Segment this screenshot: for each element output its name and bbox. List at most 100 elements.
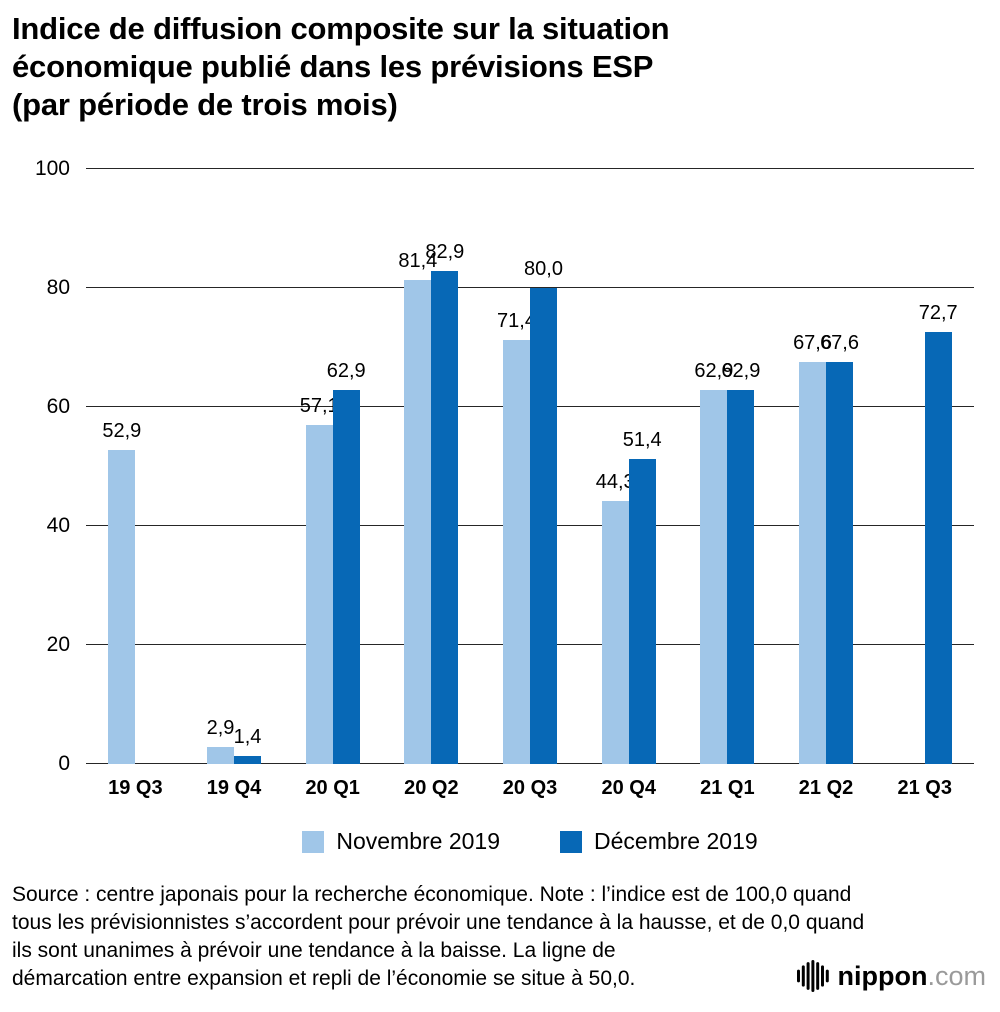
bar (530, 288, 558, 765)
bar-group: 71,4 80,0 (481, 169, 580, 765)
bar-value-label: 52,9 (102, 419, 142, 442)
x-axis-label: 19 Q3 (108, 777, 163, 800)
bar (108, 449, 136, 765)
bar (503, 339, 531, 765)
bar-slot: 2,9 (206, 169, 235, 765)
bar-slot: 71,4 (497, 169, 536, 765)
legend-swatch (302, 830, 325, 853)
bar (332, 390, 360, 765)
bar-group: 72,7 (875, 169, 974, 765)
bar-value-label: 82,9 (425, 241, 465, 264)
bar-value-label: 62,9 (694, 360, 734, 383)
x-axis-label: 21 Q1 (700, 777, 755, 800)
bar-group: 44,3 51,4 (579, 169, 678, 765)
x-axis-labels: 19 Q3 19 Q4 20 Q1 20 Q2 20 Q3 20 Q4 21 Q1 21 Q2… (86, 764, 974, 800)
bar-value-label: 44,3 (595, 470, 635, 493)
chart-title-line: Indice de diffusion composite sur la sit… (12, 11, 670, 46)
source-note-line: Source : centre japonais pour la recherc… (12, 883, 852, 907)
y-tick-label: 60 (46, 395, 70, 419)
y-tick-label: 40 (46, 514, 70, 538)
bar (404, 280, 432, 765)
bar-group: 2,9 1,4 (185, 169, 284, 765)
bar-value-label: 57,1 (299, 394, 339, 417)
bar-slot: 57,1 (300, 169, 339, 765)
x-axis-label: 20 Q3 (502, 777, 558, 800)
bar-group: 57,1 62,9 (283, 169, 382, 765)
y-tick-label: 20 (46, 633, 70, 657)
bar-slot: 52,9 (102, 169, 141, 765)
source-note-line: démarcation entre expansion et repli de … (12, 966, 636, 990)
bar-group: 52,9 (86, 169, 185, 765)
bar-value-label: 71,4 (497, 309, 536, 332)
bar-value-label: 67,6 (793, 332, 832, 355)
bar (700, 390, 728, 765)
gridline (86, 168, 974, 170)
chart-title-line: (par période de trois mois) (12, 86, 398, 122)
bars-row: 52,9 2,9 1,4 57,1 62,9 81,4 82,9 71,4 80,0 44,3 51… (86, 169, 974, 765)
bar-slot: 67,6 (820, 169, 859, 765)
nippon-logo-icon (796, 960, 829, 993)
legend-label: Décembre 2019 (594, 828, 758, 855)
bar-value-label: 2,9 (206, 717, 235, 740)
legend-swatch (560, 830, 582, 853)
source-note-line: tous les prévisionnistes s’accordent pou… (12, 911, 865, 935)
source-note-line: ils sont unanimes à prévoir une tendance… (12, 938, 616, 962)
bar-slot: 51,4 (623, 169, 662, 765)
bar (628, 458, 656, 765)
bar-slot: 62,9 (721, 169, 760, 765)
bar (234, 756, 261, 765)
bar-slot: 80,0 (524, 169, 563, 765)
bar (431, 271, 459, 765)
legend-item: Décembre 2019 (560, 828, 758, 855)
chart-title-line: économique publié dans les prévisions ES… (12, 48, 654, 84)
source-note: Source : centre japonais pour la recherc… (12, 881, 988, 992)
x-axis-label: 20 Q4 (601, 777, 656, 800)
footer: Source : centre japonais pour la recherc… (12, 881, 988, 993)
bar-slot: 44,3 (596, 169, 635, 765)
bar (305, 424, 333, 765)
bar-slot (898, 169, 925, 764)
y-tick-label: 100 (34, 157, 70, 181)
bar-chart: 0 20 40 60 80 100 52,9 2,9 1,4 57,1 62,9 81,4 82,9 71… (35, 157, 974, 855)
legend-label: Novembre 2019 (336, 828, 500, 855)
legend-item: Novembre 2019 (302, 828, 500, 855)
nippon-logo: nippon.com (796, 960, 986, 993)
bar (799, 362, 827, 765)
bar-slot: 62,9 (694, 169, 733, 765)
bar-value-label: 62,9 (721, 360, 761, 383)
x-axis-label: 21 Q2 (798, 777, 854, 800)
bar-group: 81,4 82,9 (382, 169, 481, 765)
bar (727, 390, 755, 765)
bar-value-label: 81,4 (398, 250, 438, 273)
x-axis-label: 20 Q1 (305, 777, 360, 800)
plot-area: 0 20 40 60 80 100 52,9 2,9 1,4 57,1 62,9 81,4 82,9 71… (35, 157, 974, 775)
chart-legend: Novembre 2019 Décembre 2019 (86, 828, 974, 855)
x-axis-label: 20 Q2 (404, 777, 459, 800)
bar-slot: 82,9 (425, 169, 464, 765)
bar-value-label: 67,6 (820, 332, 859, 355)
nippon-logo-text: nippon (837, 960, 928, 991)
x-axis-label: 19 Q4 (206, 777, 262, 800)
bar-value-label: 72,7 (918, 301, 958, 324)
bar (826, 362, 854, 765)
bar-slot (135, 169, 162, 764)
bar-group: 62,9 62,9 (678, 169, 777, 765)
bar-slot: 72,7 (919, 169, 958, 765)
nippon-logo-suffix: .com (927, 960, 986, 991)
bar-value-label: 80,0 (524, 258, 563, 281)
y-tick-label: 0 (58, 752, 70, 776)
y-tick-label: 80 (46, 276, 70, 300)
bar-slot: 1,4 (233, 169, 262, 765)
bar-value-label: 51,4 (622, 428, 662, 451)
chart-title: Indice de diffusion composite sur la sit… (12, 10, 988, 123)
bar-slot: 62,9 (327, 169, 366, 765)
bar-value-label: 1,4 (233, 726, 262, 749)
bar (924, 331, 952, 765)
bar (207, 747, 234, 765)
bar-slot: 67,6 (793, 169, 832, 765)
bar-value-label: 62,9 (326, 360, 366, 383)
bar-group: 67,6 67,6 (777, 169, 876, 765)
bar (601, 500, 629, 765)
x-axis-label: 21 Q3 (897, 777, 952, 800)
